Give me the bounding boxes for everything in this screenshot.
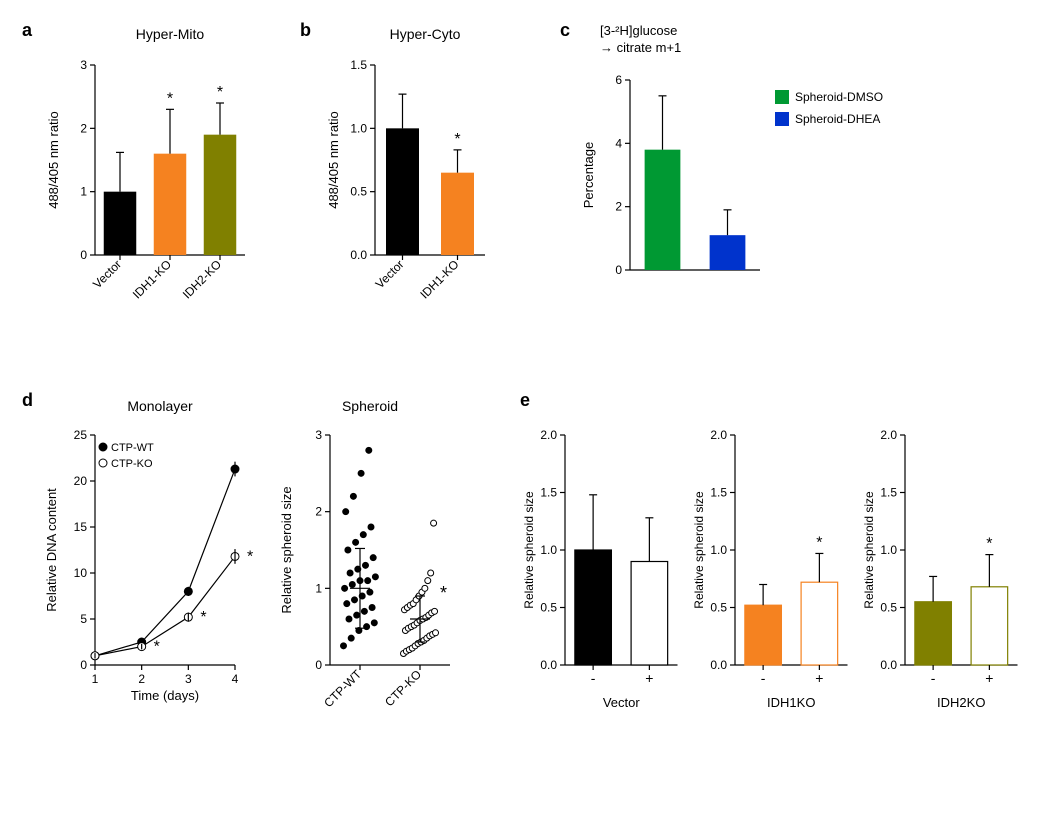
svg-text:0: 0 bbox=[80, 248, 87, 262]
svg-text:1: 1 bbox=[92, 672, 99, 686]
svg-text:0.5: 0.5 bbox=[540, 601, 557, 615]
svg-text:Time (days): Time (days) bbox=[131, 688, 199, 703]
svg-text:2: 2 bbox=[80, 121, 87, 135]
svg-text:CTP-KO: CTP-KO bbox=[111, 458, 153, 470]
svg-text:1.0: 1.0 bbox=[880, 543, 897, 557]
svg-text:10: 10 bbox=[74, 566, 88, 580]
svg-text:1.0: 1.0 bbox=[540, 543, 557, 557]
panel-a-title: Hyper-Mito bbox=[80, 26, 260, 42]
svg-text:3: 3 bbox=[315, 428, 322, 442]
svg-text:Relative spheroid size: Relative spheroid size bbox=[279, 486, 294, 613]
panel-d-line-chart: 0 5 10 15 20 25 Relative DNA content Time (days… bbox=[40, 415, 260, 735]
panel-c-title-1: [3-²H]glucose bbox=[600, 23, 677, 38]
svg-text:3: 3 bbox=[185, 672, 192, 686]
svg-text:-: - bbox=[591, 670, 596, 686]
svg-text:1.5: 1.5 bbox=[710, 486, 727, 500]
svg-text:1.5: 1.5 bbox=[540, 486, 557, 500]
svg-text:CTP-WT: CTP-WT bbox=[321, 667, 364, 710]
panel-c-chart: 0 2 4 6 Percentage Spheroid-DMSO Spheroid-DHEA bbox=[575, 60, 925, 340]
svg-text:2: 2 bbox=[138, 672, 145, 686]
panel-d-right-title: Spheroid bbox=[295, 398, 445, 414]
svg-text:*: * bbox=[217, 84, 223, 101]
svg-text:0.0: 0.0 bbox=[350, 248, 367, 262]
panel-b-title: Hyper-Cyto bbox=[350, 26, 500, 42]
svg-text:IDH1-KO: IDH1-KO bbox=[417, 257, 461, 301]
svg-text:*: * bbox=[986, 536, 992, 553]
svg-text:*: * bbox=[200, 609, 206, 626]
svg-text:Vector: Vector bbox=[90, 257, 124, 291]
svg-text:*: * bbox=[167, 90, 173, 107]
svg-text:0.5: 0.5 bbox=[350, 185, 367, 199]
svg-text:Vector: Vector bbox=[603, 695, 641, 710]
svg-text:*: * bbox=[816, 534, 822, 551]
panel-e-chart: 0.0 0.5 1.0 1.5 2.0 Relative spheroid size - + V… bbox=[520, 415, 1050, 755]
svg-text:2.0: 2.0 bbox=[710, 428, 727, 442]
svg-text:4: 4 bbox=[232, 672, 239, 686]
svg-text:1.0: 1.0 bbox=[710, 543, 727, 557]
panel-b-label: b bbox=[300, 20, 311, 41]
panel-a-chart: 0 1 2 3 488/405 nm ratio Vector * IDH1-KO * IDH2-… bbox=[40, 45, 280, 345]
svg-text:2: 2 bbox=[615, 200, 622, 214]
svg-text:2.0: 2.0 bbox=[880, 428, 897, 442]
svg-text:488/405 nm ratio: 488/405 nm ratio bbox=[46, 111, 61, 209]
svg-text:Spheroid-DHEA: Spheroid-DHEA bbox=[795, 112, 880, 126]
panel-c-label: c bbox=[560, 20, 570, 41]
svg-text:*: * bbox=[247, 548, 253, 565]
svg-text:0: 0 bbox=[80, 658, 87, 672]
svg-text:IDH1-KO: IDH1-KO bbox=[130, 257, 174, 301]
svg-text:+: + bbox=[815, 670, 823, 686]
svg-text:0.0: 0.0 bbox=[710, 658, 727, 672]
svg-text:25: 25 bbox=[74, 428, 88, 442]
panel-d-label: d bbox=[22, 390, 33, 411]
svg-text:20: 20 bbox=[74, 474, 88, 488]
svg-text:+: + bbox=[645, 670, 653, 686]
svg-text:6: 6 bbox=[615, 73, 622, 87]
svg-text:15: 15 bbox=[74, 520, 88, 534]
svg-text:0.5: 0.5 bbox=[710, 601, 727, 615]
svg-text:*: * bbox=[440, 583, 447, 603]
svg-text:Relative spheroid size: Relative spheroid size bbox=[522, 491, 536, 609]
svg-text:Spheroid-DMSO: Spheroid-DMSO bbox=[795, 90, 883, 104]
svg-text:IDH2KO: IDH2KO bbox=[937, 695, 985, 710]
svg-text:1: 1 bbox=[315, 581, 322, 595]
svg-text:5: 5 bbox=[80, 612, 87, 626]
figure-root: a Hyper-Mito 0123488/405 nm ratioVector*… bbox=[20, 20, 1030, 820]
svg-text:0: 0 bbox=[315, 658, 322, 672]
svg-text:1.5: 1.5 bbox=[880, 486, 897, 500]
panel-b-chart: 0.0 0.5 1.0 1.5 488/405 nm ratio Vector * IDH1-… bbox=[320, 45, 520, 345]
svg-text:IDH2-KO: IDH2-KO bbox=[180, 257, 224, 301]
svg-text:*: * bbox=[454, 131, 460, 148]
svg-text:2.0: 2.0 bbox=[540, 428, 557, 442]
svg-text:Vector: Vector bbox=[373, 257, 407, 291]
svg-text:IDH1KO: IDH1KO bbox=[767, 695, 815, 710]
svg-text:4: 4 bbox=[615, 136, 622, 150]
svg-text:2: 2 bbox=[315, 505, 322, 519]
panel-e-label: e bbox=[520, 390, 530, 411]
svg-text:1.5: 1.5 bbox=[350, 58, 367, 72]
svg-text:-: - bbox=[761, 670, 766, 686]
svg-text:Relative spheroid size: Relative spheroid size bbox=[862, 491, 876, 609]
panel-d-left-title: Monolayer bbox=[80, 398, 240, 414]
panel-a-label: a bbox=[22, 20, 32, 41]
svg-text:0.0: 0.0 bbox=[540, 658, 557, 672]
svg-text:CTP-KO: CTP-KO bbox=[382, 667, 424, 709]
svg-text:0.0: 0.0 bbox=[880, 658, 897, 672]
svg-text:Relative DNA content: Relative DNA content bbox=[44, 488, 59, 612]
svg-text:488/405 nm ratio: 488/405 nm ratio bbox=[326, 111, 341, 209]
svg-text:*: * bbox=[154, 639, 160, 656]
svg-text:+: + bbox=[985, 670, 993, 686]
svg-text:CTP-WT: CTP-WT bbox=[111, 442, 154, 454]
svg-text:-: - bbox=[931, 670, 936, 686]
panel-c-title-2: → citrate m+1 bbox=[600, 40, 681, 55]
svg-text:Percentage: Percentage bbox=[581, 142, 596, 209]
panel-d-scatter-chart: 0 1 2 3 Relative spheroid size CTP-WT * CTP-KO bbox=[275, 415, 475, 745]
svg-text:0.5: 0.5 bbox=[880, 601, 897, 615]
svg-text:Relative spheroid size: Relative spheroid size bbox=[692, 491, 706, 609]
svg-text:1: 1 bbox=[80, 185, 87, 199]
svg-text:0: 0 bbox=[615, 263, 622, 277]
svg-text:1.0: 1.0 bbox=[350, 121, 367, 135]
svg-text:3: 3 bbox=[80, 58, 87, 72]
